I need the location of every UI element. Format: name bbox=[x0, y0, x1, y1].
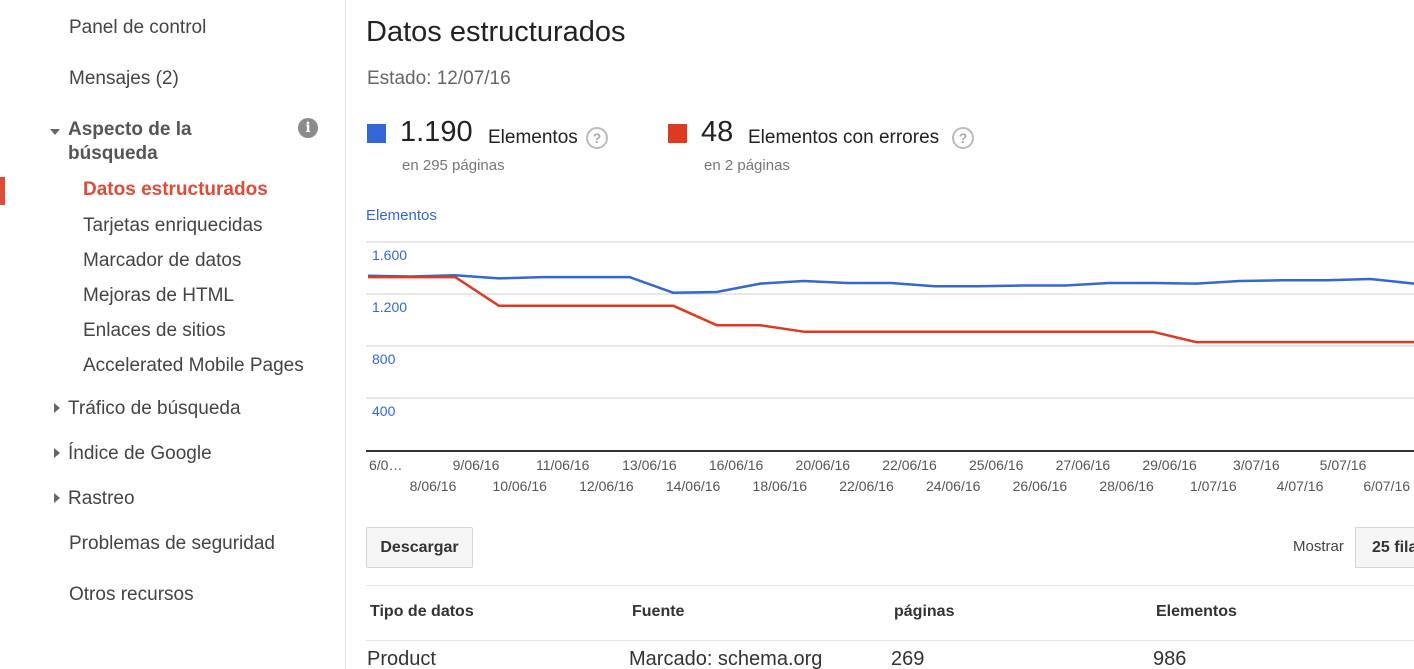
metric-errors-label: Elementos con errores bbox=[748, 127, 940, 148]
table-cell-source: Marcado: schema.org bbox=[629, 648, 823, 669]
sidebar-item-messages[interactable]: Mensajes (2) bbox=[69, 68, 179, 89]
sidebar-nav: Panel de control Mensajes (2) Aspecto de… bbox=[0, 0, 346, 669]
help-icon[interactable]: ? bbox=[586, 127, 608, 149]
table-cell-pages: 269 bbox=[891, 648, 925, 669]
status-date: Estado: 12/07/16 bbox=[367, 68, 511, 89]
table-divider bbox=[366, 640, 1414, 641]
x-tick-label: 4/07/16 bbox=[1277, 478, 1324, 494]
table-cell-type[interactable]: Product bbox=[367, 648, 436, 669]
rows-per-page-select[interactable]: 25 filas bbox=[1355, 527, 1414, 568]
table-cell-items: 986 bbox=[1153, 648, 1187, 669]
expand-right-icon[interactable] bbox=[54, 448, 60, 458]
metric-errors-pages: en 2 páginas bbox=[704, 157, 790, 174]
metric-elements-label: Elementos bbox=[488, 127, 578, 148]
series-line[interactable] bbox=[367, 273, 1414, 294]
sidebar-item-structured-data[interactable]: Datos estructurados bbox=[83, 179, 268, 200]
sidebar-item-sitelinks[interactable]: Enlaces de sitios bbox=[83, 320, 226, 341]
table-header-pages[interactable]: páginas bbox=[894, 603, 955, 620]
sidebar-item-amp[interactable]: Accelerated Mobile Pages bbox=[83, 355, 304, 376]
sidebar-item-data-highlighter[interactable]: Marcador de datos bbox=[83, 250, 242, 271]
x-tick-label: 24/06/16 bbox=[926, 478, 981, 494]
x-tick-label: 25/06/16 bbox=[969, 457, 1024, 473]
x-tick-label: 26/06/16 bbox=[1013, 478, 1068, 494]
metric-elements-value: 1.190 bbox=[400, 116, 473, 148]
y-tick-label: 800 bbox=[372, 351, 396, 367]
x-tick-label: 5/07/16 bbox=[1320, 457, 1367, 473]
sidebar-item-rich-cards[interactable]: Tarjetas enriquecidas bbox=[83, 215, 263, 236]
metric-errors-value: 48 bbox=[701, 116, 734, 148]
expand-down-icon[interactable] bbox=[50, 129, 60, 135]
x-tick-label: 14/06/16 bbox=[666, 478, 721, 494]
info-icon[interactable]: i bbox=[298, 118, 318, 138]
x-tick-label: 6/07/16 bbox=[1363, 478, 1410, 494]
x-tick-label: 27/06/16 bbox=[1056, 457, 1111, 473]
help-icon[interactable]: ? bbox=[952, 127, 974, 149]
page-title: Datos estructurados bbox=[366, 16, 626, 48]
active-indicator bbox=[0, 177, 5, 205]
x-tick-label: 8/06/16 bbox=[410, 478, 457, 494]
x-tick-label: 22/06/16 bbox=[839, 478, 894, 494]
table-header-source[interactable]: Fuente bbox=[632, 603, 685, 620]
legend-swatch-elements[interactable] bbox=[367, 124, 386, 143]
sidebar-item-crawl[interactable]: Rastreo bbox=[68, 488, 135, 509]
x-tick-label: 22/06/16 bbox=[882, 457, 937, 473]
y-tick-label: 1.200 bbox=[372, 299, 407, 315]
x-tick-label: 10/06/16 bbox=[492, 478, 547, 494]
x-tick-label: 13/06/16 bbox=[622, 457, 677, 473]
legend-swatch-errors[interactable] bbox=[668, 124, 687, 143]
x-tick-label: 3/07/16 bbox=[1233, 457, 1280, 473]
table-divider bbox=[366, 585, 1414, 586]
x-tick-label: 1/07/16 bbox=[1190, 478, 1237, 494]
download-button[interactable]: Descargar bbox=[366, 527, 473, 568]
table-header-items[interactable]: Elementos bbox=[1156, 603, 1237, 620]
x-tick-label: 18/06/16 bbox=[753, 478, 808, 494]
sidebar-item-other-resources[interactable]: Otros recursos bbox=[69, 584, 194, 605]
x-tick-label: 16/06/16 bbox=[709, 457, 764, 473]
sidebar-item-dashboard[interactable]: Panel de control bbox=[69, 17, 207, 38]
main-content: Datos estructurados Estado: 12/07/16 1.1… bbox=[346, 0, 1414, 669]
expand-right-icon[interactable] bbox=[54, 403, 60, 413]
x-tick-label: 12/06/16 bbox=[579, 478, 634, 494]
x-tick-label: 11/06/16 bbox=[536, 457, 590, 473]
chart-series-label: Elementos bbox=[366, 207, 437, 224]
show-rows-label: Mostrar bbox=[1293, 538, 1344, 555]
y-tick-label: 400 bbox=[372, 403, 396, 419]
x-tick-label: 20/06/16 bbox=[796, 457, 851, 473]
series-line[interactable] bbox=[368, 275, 1414, 344]
expand-right-icon[interactable] bbox=[54, 493, 60, 503]
sidebar-item-security-issues[interactable]: Problemas de seguridad bbox=[69, 533, 275, 554]
sidebar-item-html-improvements[interactable]: Mejoras de HTML bbox=[83, 285, 234, 306]
table-header-type[interactable]: Tipo de datos bbox=[370, 603, 474, 620]
sidebar-item-google-index[interactable]: Índice de Google bbox=[68, 443, 212, 464]
sidebar-item-search-traffic[interactable]: Tráfico de búsqueda bbox=[68, 398, 241, 419]
x-tick-label: 9/06/16 bbox=[453, 457, 500, 473]
y-tick-label: 1.600 bbox=[372, 247, 407, 263]
x-tick-label: 28/06/16 bbox=[1099, 478, 1154, 494]
x-tick-label: 29/06/16 bbox=[1142, 457, 1197, 473]
x-tick-label: 6/0… bbox=[369, 457, 402, 473]
sidebar-item-search-appearance-line2[interactable]: búsqueda bbox=[68, 143, 158, 164]
line-chart: 1.600 1.200 800 400 6/0… 9/06/16 11/06/16 13/06… bbox=[366, 241, 1414, 494]
metric-elements-pages: en 295 páginas bbox=[402, 157, 505, 174]
sidebar-item-search-appearance[interactable]: Aspecto de la bbox=[68, 119, 192, 140]
